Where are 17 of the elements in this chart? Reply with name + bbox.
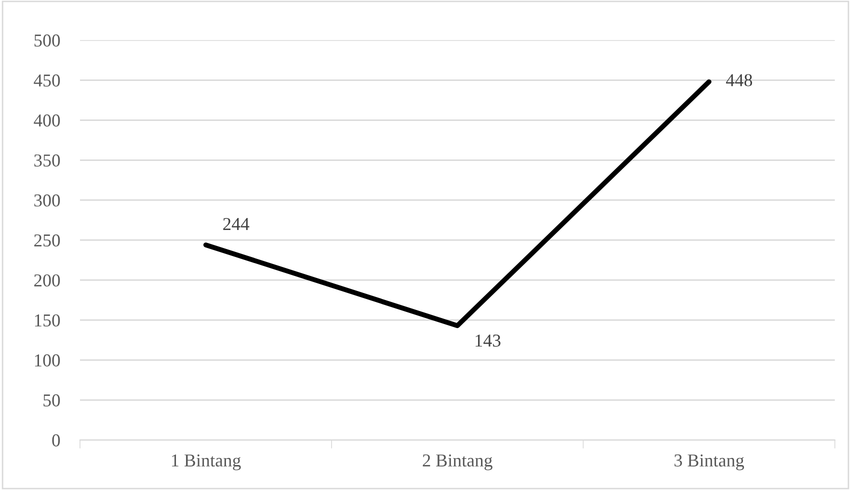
x-tick-label: 3 Bintang (674, 454, 744, 470)
y-tick-label: 50 (44, 394, 60, 406)
y-tick-label: 150 (35, 314, 60, 327)
y-tick-label: 300 (34, 194, 60, 207)
y-tick-label: 0 (52, 434, 60, 446)
y-tick-label: 350 (34, 154, 60, 167)
y-tick-label: 450 (34, 74, 60, 87)
data-label: 143 (476, 334, 500, 347)
x-tick-label: 2 Bintang (422, 454, 492, 470)
y-tick-label: 200 (34, 274, 60, 287)
y-tick-label: 400 (34, 114, 60, 127)
data-label: 244 (223, 218, 250, 230)
x-tick-label: 1 Bintang (172, 454, 241, 470)
data-label: 448 (726, 74, 752, 86)
y-tick-label: 500 (34, 34, 60, 47)
y-tick-label: 250 (34, 234, 60, 247)
y-tick-label: 100 (35, 354, 60, 366)
